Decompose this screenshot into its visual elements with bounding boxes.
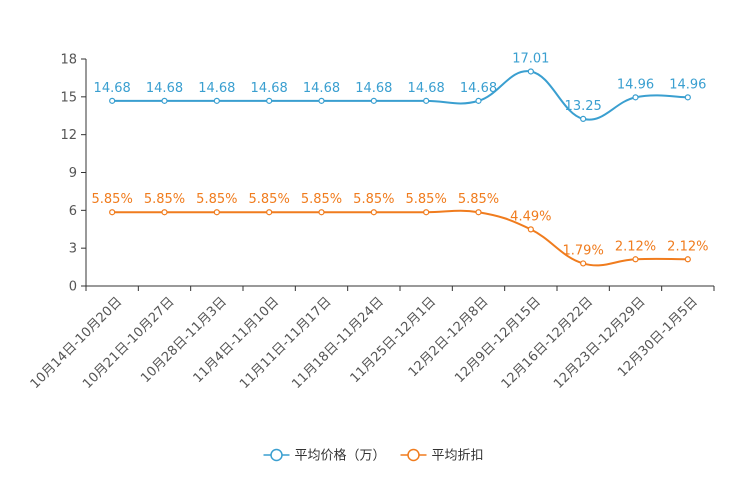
series-0-data-label: 14.96 [669,77,706,92]
series-0-point[interactable] [161,97,168,104]
series-0-data-label: 14.68 [146,81,183,96]
series-0-data-label: 14.68 [460,81,497,96]
series-1-point[interactable] [213,209,220,216]
axes: 036912151810月14日-10月20日10月21日-10月27日10月2… [28,53,715,392]
series-1-point[interactable] [266,209,273,216]
series-1-point[interactable] [318,209,325,216]
series-1-data-label: 1.79% [563,243,604,258]
legend-item-1[interactable]: 平均折扣 [400,448,484,464]
series-0-point[interactable] [318,97,325,104]
legend-circle-icon [270,448,283,462]
series-1-point[interactable] [423,209,430,216]
series-1-point[interactable] [632,256,639,263]
series-0-point[interactable] [475,97,482,104]
series-1-data-label: 5.85% [406,192,447,207]
series-1-data-label: 5.85% [353,192,394,207]
series-1-point[interactable] [684,256,691,263]
legend-circle-icon [407,448,420,462]
series-1-point[interactable] [475,209,482,216]
series-0-point[interactable] [213,97,220,104]
series-1-data-label: 5.85% [196,192,237,207]
series-0-point[interactable] [109,97,116,104]
series-0-data-label: 14.68 [355,81,392,96]
series-0-data-label: 14.68 [94,81,131,96]
y-tick-label: 12 [60,128,77,143]
series-0-data-label: 17.01 [512,51,549,66]
series-0-data-label: 14.68 [198,81,235,96]
y-tick-label: 9 [69,166,77,181]
legend-label: 平均价格（万） [295,448,386,464]
series-layer [109,68,691,267]
legend-label: 平均折扣 [432,449,484,464]
data-labels-layer: 14.68 14.68 14.68 14.68 14.68 14.68 14.68 14.68… [92,51,709,258]
series-0-point[interactable] [423,97,430,104]
series-1-data-label: 5.85% [92,192,133,207]
series-1-point[interactable] [370,209,377,216]
x-tick-label: 10月21日-10月27日 [80,294,177,391]
series-1-data-label: 5.85% [458,192,499,207]
series-0-point[interactable] [580,115,587,123]
x-tick-label: 10月14日-10月20日 [28,294,125,391]
series-1-data-label: 5.85% [144,192,185,207]
series-1-data-label: 4.49% [510,209,551,224]
x-tick-label: 12月16日-12月22日 [499,294,596,391]
series-0-point[interactable] [684,94,691,101]
x-tick-label: 11月11日-11月17日 [237,294,334,391]
series-0-point[interactable] [266,97,273,104]
y-tick-label: 15 [60,90,77,105]
legend[interactable]: 平均价格（万） 平均折扣 [263,448,484,464]
series-1-point[interactable] [109,209,116,216]
series-0-data-label: 13.25 [565,99,602,114]
series-1-data-label: 2.12% [667,239,708,254]
series-1-data-label: 2.12% [615,239,656,254]
series-1-data-label: 5.85% [301,192,342,207]
series-0-data-label: 14.96 [617,77,654,92]
series-0-data-label: 14.68 [408,81,445,96]
y-tick-label: 0 [69,280,77,295]
x-tick-label: 11月18日-11月24日 [289,294,386,391]
series-0-data-label: 14.68 [251,81,288,96]
x-tick-label: 12月23日-12月29日 [551,294,648,391]
y-tick-label: 3 [69,242,77,257]
series-1-data-label: 5.85% [249,192,290,207]
y-tick-label: 18 [60,53,77,68]
series-1-point[interactable] [580,260,587,267]
series-1-point[interactable] [527,226,534,233]
series-0-data-label: 14.68 [303,81,340,96]
series-0-point[interactable] [527,68,534,75]
series-line-1 [112,209,688,267]
legend-item-0[interactable]: 平均价格（万） [263,448,386,464]
series-0-point[interactable] [370,97,377,104]
series-0-point[interactable] [632,94,639,101]
y-tick-label: 6 [69,204,77,219]
series-1-point[interactable] [161,209,168,216]
